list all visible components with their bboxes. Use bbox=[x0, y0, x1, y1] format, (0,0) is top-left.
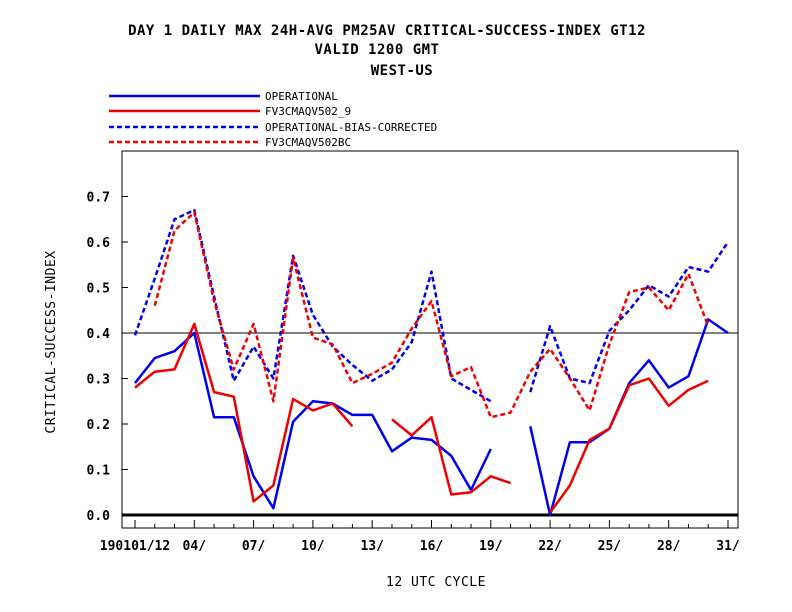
x-axis-label: 12 UTC CYCLE bbox=[386, 575, 486, 590]
series-line-segment bbox=[153, 211, 710, 419]
y-tick-label: 0.6 bbox=[87, 236, 111, 251]
x-tick-label: 16/ bbox=[420, 539, 444, 554]
series-line-segment bbox=[134, 322, 354, 503]
x-tick-label: 07/ bbox=[242, 539, 266, 554]
chart-title-line-3: WEST-US bbox=[371, 63, 434, 79]
y-tick-label: 0.3 bbox=[87, 373, 110, 388]
chart-title-line-2: VALID 1200 GMT bbox=[314, 42, 439, 58]
x-tick-label: 31/ bbox=[716, 539, 740, 554]
series-operational bbox=[134, 318, 729, 517]
x-tick-label: 28/ bbox=[657, 539, 681, 554]
legend-label-fv3cmaqv502bc: FV3CMAQV502BC bbox=[265, 136, 351, 149]
y-axis-label: CRITICAL-SUCCESS-INDEX bbox=[44, 250, 59, 433]
y-tick-label: 0.1 bbox=[87, 464, 111, 479]
y-tick-label: 0.5 bbox=[87, 282, 110, 297]
y-tick-label: 0.0 bbox=[87, 509, 111, 524]
reference-layer bbox=[122, 332, 738, 517]
series-fv3cmaqv502-9 bbox=[134, 322, 709, 514]
x-tick-label: 04/ bbox=[183, 539, 207, 554]
series-layer bbox=[133, 208, 730, 517]
y-tick-label: 0.4 bbox=[87, 327, 111, 342]
x-tick-label: 25/ bbox=[598, 539, 622, 554]
legend-label-fv3cmaqv502-9: FV3CMAQV502_9 bbox=[265, 105, 351, 118]
x-tick-label: 22/ bbox=[538, 539, 562, 554]
x-tick-label: 10/ bbox=[301, 539, 325, 554]
chart-title-line-1: DAY 1 DAILY MAX 24H-AVG PM25AV CRITICAL-… bbox=[128, 23, 646, 39]
series-line-segment bbox=[529, 318, 729, 517]
y-tick-label: 0.2 bbox=[87, 418, 110, 433]
series-operational-bias-corrected bbox=[133, 208, 730, 403]
y-tick-label: 0.7 bbox=[87, 191, 110, 206]
x-tick-label: 19/ bbox=[479, 539, 503, 554]
legend-label-operational-bias-corrected: OPERATIONAL-BIAS-CORRECTED bbox=[265, 121, 437, 134]
series-line-segment bbox=[133, 208, 492, 403]
series-line-segment bbox=[134, 331, 492, 510]
x-tick-label: 190101/12 bbox=[100, 539, 170, 554]
x-tick-label: 13/ bbox=[360, 539, 384, 554]
legend-label-operational: OPERATIONAL bbox=[265, 90, 338, 103]
series-line-segment bbox=[529, 241, 730, 393]
series-fv3cmaqv502bc bbox=[153, 211, 710, 419]
plot-frame bbox=[121, 150, 739, 529]
x-axis-ticks: 190101/12 04/07/10/13/16/19/22/25/28/31/ bbox=[100, 520, 740, 554]
legend: OPERATIONAL FV3CMAQV502_9 OPERATIONAL-BI… bbox=[109, 90, 437, 149]
series-line-segment bbox=[391, 415, 512, 496]
y-axis-ticks: 0.0 0.1 0.2 0.3 0.4 0.5 0.6 0.7 bbox=[87, 191, 128, 524]
series-line-segment bbox=[549, 377, 709, 514]
